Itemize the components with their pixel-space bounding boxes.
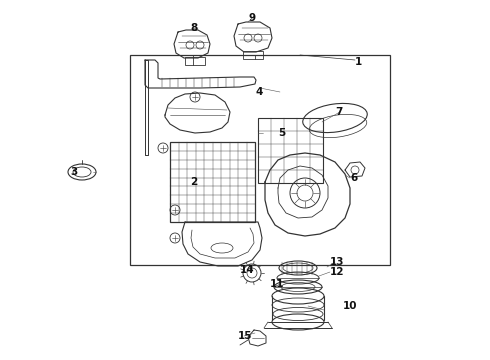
Text: 6: 6 [350, 173, 357, 183]
Text: 4: 4 [255, 87, 262, 97]
Text: 8: 8 [190, 23, 197, 33]
Text: 13: 13 [330, 257, 344, 267]
Bar [185, 57, 205, 65]
Text: 1: 1 [355, 57, 362, 67]
Text: 9: 9 [248, 13, 255, 23]
Text: 2: 2 [190, 177, 197, 187]
Text: 15: 15 [238, 331, 252, 341]
Text: 7: 7 [335, 107, 343, 117]
Text: 12: 12 [330, 267, 344, 277]
Text: 14: 14 [240, 265, 255, 275]
Text: 10: 10 [343, 301, 358, 311]
Text: 3: 3 [70, 167, 77, 177]
Text: 11: 11 [270, 279, 285, 289]
Bar [170, 142, 255, 222]
Bar [258, 118, 323, 183]
Bar [243, 51, 263, 59]
Text: 5: 5 [278, 128, 285, 138]
Bar [130, 55, 390, 265]
